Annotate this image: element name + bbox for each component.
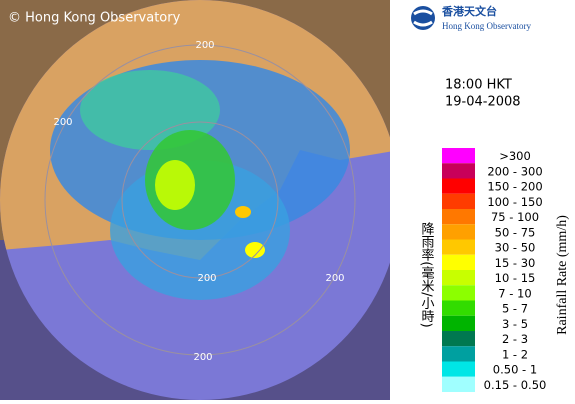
- range-label: 200: [197, 273, 216, 284]
- legend-swatch: [442, 315, 475, 331]
- echo: [155, 160, 195, 210]
- legend-swatch: [442, 224, 475, 240]
- range-ring: [121, 121, 279, 279]
- watermark: © Hong Kong Observatory: [8, 11, 181, 26]
- logo-mark: [413, 9, 433, 27]
- legend-label: 7 - 10: [498, 286, 531, 300]
- legend-swatch: [442, 239, 475, 255]
- legend-swatch: [442, 148, 475, 164]
- range-ring: [44, 44, 356, 356]
- time: 18:00 HKT: [445, 78, 512, 93]
- logo-english: Hong Kong Observatory: [442, 21, 531, 31]
- legend-label: 150 - 200: [487, 180, 542, 194]
- echo: [80, 70, 220, 150]
- echo: [245, 242, 265, 258]
- radar-disk: [0, 0, 390, 400]
- legend-swatch: [442, 178, 475, 194]
- legend-swatch: [442, 376, 475, 392]
- legend-label: 0.50 - 1: [493, 363, 537, 377]
- legend-swatch: [442, 163, 475, 179]
- echo: [235, 206, 251, 218]
- legend-swatch: [442, 270, 475, 286]
- logo-chinese: 香港天文台: [441, 4, 497, 18]
- range-label: 200: [325, 273, 344, 284]
- legend-swatch: [442, 361, 475, 377]
- radar-map: © Hong Kong Observatory 200 200 200 200 …: [0, 0, 390, 400]
- legend-label: 2 - 3: [502, 332, 528, 346]
- legend-swatch: [442, 331, 475, 347]
- legend-swatch: [442, 193, 475, 209]
- legend-label: 3 - 5: [502, 317, 528, 331]
- logo: 香港天文台 Hong Kong Observatory: [411, 4, 531, 31]
- legend-swatch: [442, 346, 475, 362]
- legend-label: >300: [499, 149, 531, 163]
- legend-label: 10 - 15: [495, 271, 536, 285]
- legend-label: 75 - 100: [491, 210, 539, 224]
- legend-title-zh: 降雨率(毫米/小時): [419, 222, 435, 328]
- legend-label: 15 - 30: [495, 256, 536, 270]
- legend-swatch: [442, 300, 475, 316]
- legend-label: 30 - 50: [495, 241, 536, 255]
- range-label: 200: [193, 352, 212, 363]
- legend-title-en: Rainfall Rate (mm/h): [555, 215, 570, 335]
- legend-swatch: [442, 285, 475, 301]
- legend-swatch: [442, 209, 475, 225]
- legend-label: 1 - 2: [502, 347, 528, 361]
- legend-label: 200 - 300: [487, 164, 542, 178]
- legend-swatch: [442, 254, 475, 270]
- legend-label: 0.15 - 0.50: [484, 378, 547, 392]
- legend-label: 50 - 75: [495, 225, 536, 239]
- legend-label: 100 - 150: [487, 195, 542, 209]
- date: 19-04-2008: [445, 95, 521, 110]
- legend-label: 5 - 7: [502, 302, 528, 316]
- range-label: 200: [195, 40, 214, 51]
- range-label: 200: [53, 117, 72, 128]
